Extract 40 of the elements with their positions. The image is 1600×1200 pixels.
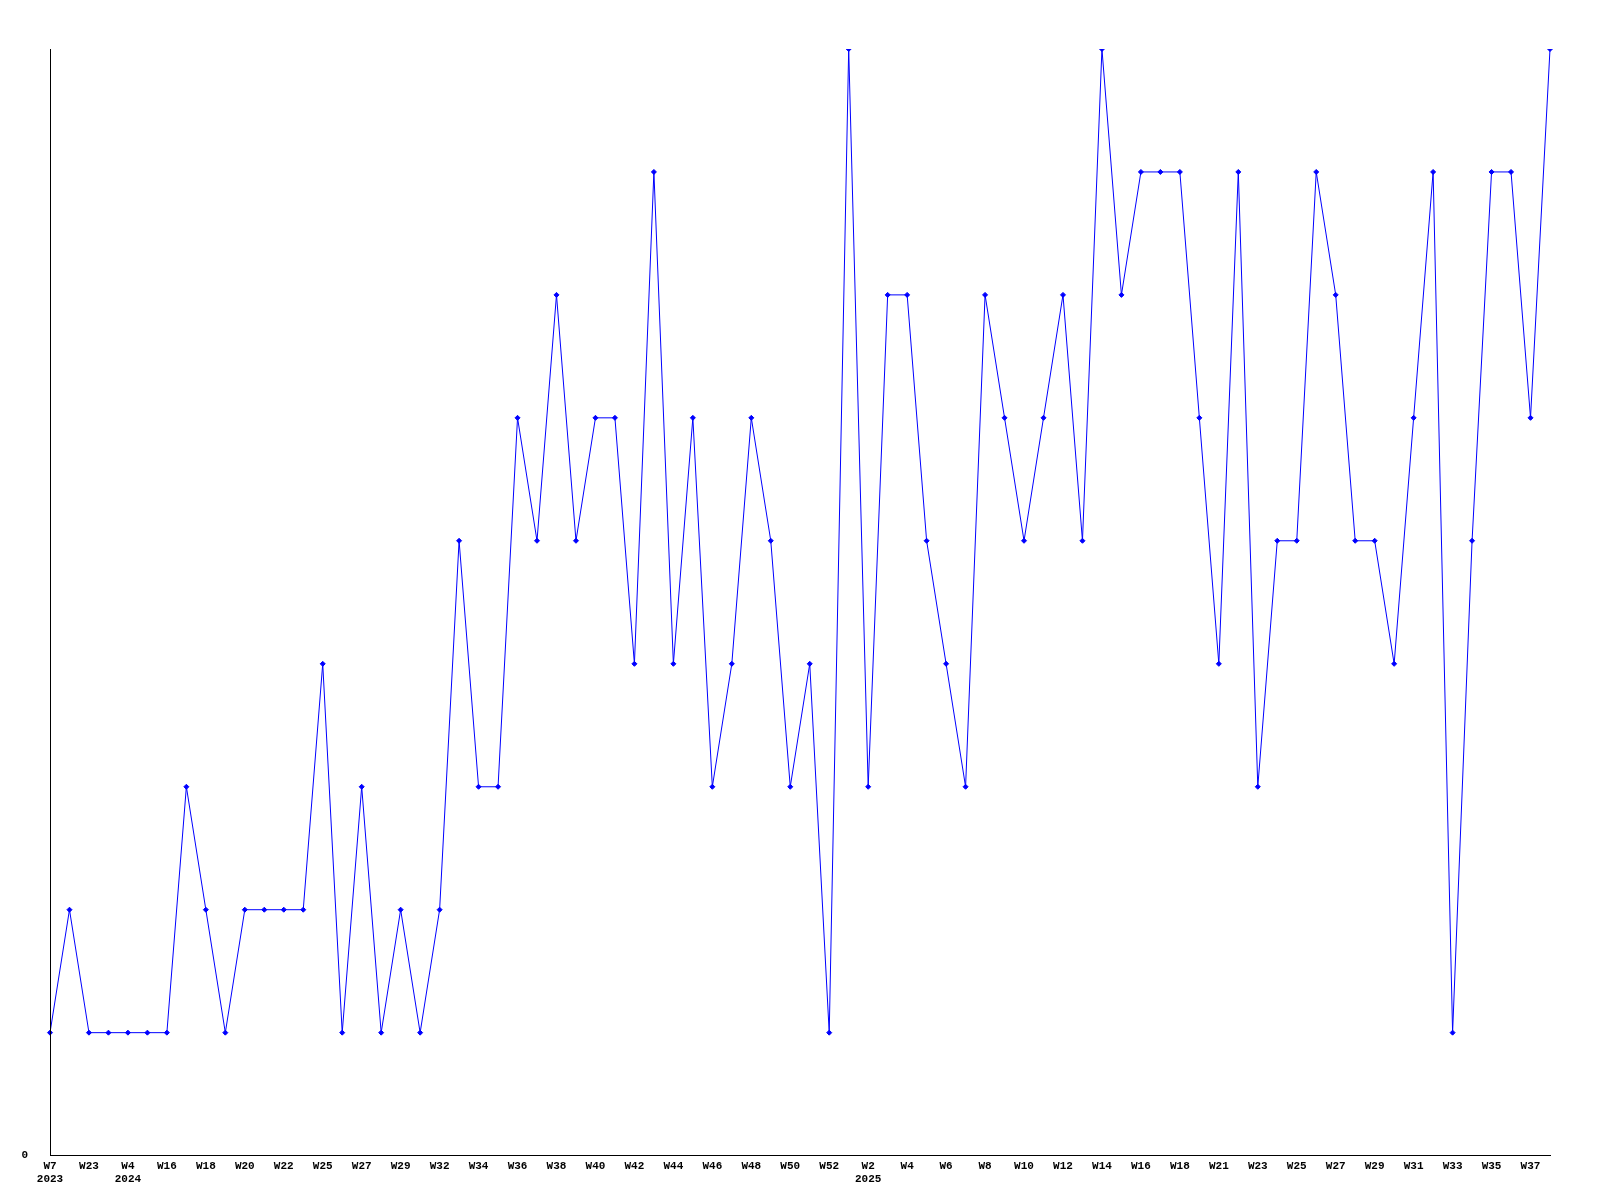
x-tick-label: W46 — [702, 1159, 723, 1172]
x-tick-label: W29 — [390, 1159, 411, 1172]
x-tick-label: W32 — [429, 1159, 450, 1172]
x-tick-label: W25 — [1286, 1159, 1308, 1172]
x-tick-label: W18 — [1169, 1159, 1191, 1172]
x-tick-label: W44 — [663, 1159, 684, 1172]
x-tick-label: W37 — [1520, 1159, 1541, 1172]
x-tick-label: W6 — [939, 1159, 953, 1172]
x-tick-label: W23 — [1247, 1159, 1269, 1172]
x-tick-label: W4 2024 — [114, 1159, 142, 1186]
x-tick-label: W2 2025 — [854, 1159, 882, 1186]
x-tick-label: W22 — [273, 1159, 294, 1172]
x-tick-label: W27 — [1325, 1159, 1346, 1172]
text: 0 — [21, 1149, 28, 1162]
x-tick-label: W20 — [234, 1159, 255, 1172]
x-tick-label: W36 — [507, 1159, 528, 1172]
x-tick-label: W14 — [1092, 1159, 1113, 1172]
x-tick-label: W34 — [468, 1159, 489, 1172]
x-tick-label: W35 — [1481, 1159, 1502, 1172]
x-tick-label: W29 — [1364, 1159, 1385, 1172]
x-tick-label: W16 — [1131, 1159, 1151, 1172]
x-tick-label: W31 — [1403, 1159, 1424, 1172]
x-tick-label: W50 — [780, 1159, 801, 1172]
x-tick-label: W40 — [585, 1159, 606, 1172]
x-tick-label: W10 — [1014, 1159, 1034, 1172]
x-tick-label: W25 — [312, 1159, 334, 1172]
x-tick-label: W4 — [900, 1159, 915, 1172]
x-tick-label: W23 — [79, 1159, 100, 1172]
x-tick-label: W8 — [978, 1159, 993, 1172]
x-tick-label: W21 — [1208, 1159, 1230, 1172]
x-tick-label: W7 2023 — [36, 1159, 64, 1186]
x-tick-label: W33 — [1442, 1159, 1463, 1172]
x-tick-label: W27 — [351, 1159, 372, 1172]
x-tick-label: W38 — [546, 1159, 567, 1172]
x-tick-label: W48 — [741, 1159, 762, 1172]
x-tick-label: W18 — [195, 1159, 217, 1172]
x-tick-label: W16 — [156, 1159, 177, 1172]
x-tick-label: W12 — [1053, 1159, 1073, 1172]
x-tick-label: W52 — [819, 1159, 840, 1172]
x-tick-label: W42 — [624, 1159, 645, 1172]
